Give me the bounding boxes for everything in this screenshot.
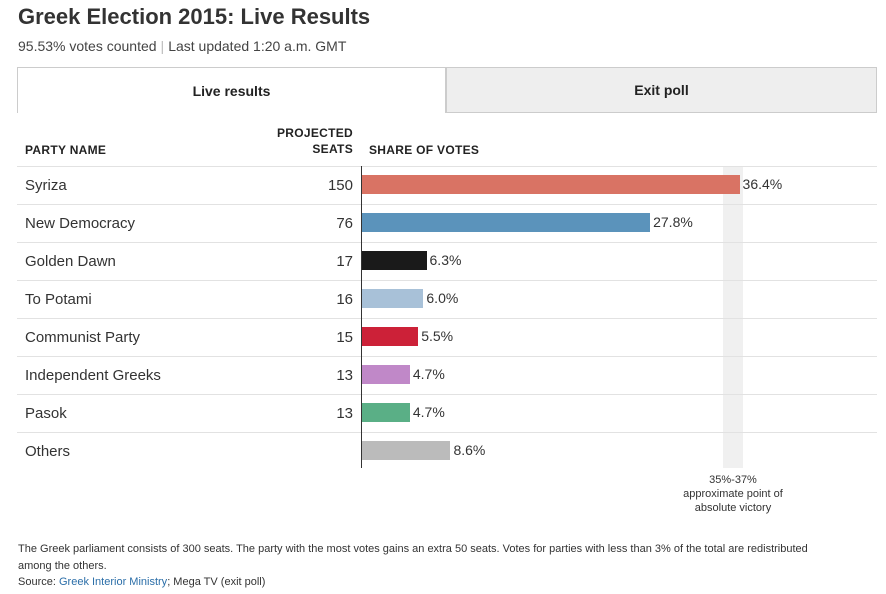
party-name: Others bbox=[25, 443, 71, 460]
vote-share-label: 6.3% bbox=[429, 252, 462, 268]
vote-share-bar bbox=[361, 289, 424, 308]
page-title: Greek Election 2015: Live Results bbox=[18, 4, 371, 29]
tab-exit-poll[interactable]: Exit poll bbox=[446, 67, 877, 113]
vote-share-bar bbox=[361, 365, 410, 384]
last-updated: Last updated 1:20 a.m. GMT bbox=[168, 38, 347, 54]
source-prefix: Source: bbox=[18, 576, 56, 588]
votes-counted: 95.53% votes counted bbox=[18, 38, 157, 54]
chart-axis bbox=[361, 166, 362, 468]
party-name: New Democracy bbox=[25, 215, 136, 232]
column-header-seats-line1: PROJECTED bbox=[276, 126, 353, 140]
projected-seats: 16 bbox=[336, 291, 353, 308]
vote-share-label: 27.8% bbox=[653, 214, 693, 230]
victory-text-1: approximate point of bbox=[683, 488, 783, 500]
subtitle: 95.53% votes counted | Last updated 1:20 a… bbox=[18, 38, 346, 54]
vote-share-bar bbox=[361, 213, 651, 232]
column-header-party: PARTY NAME bbox=[25, 143, 107, 157]
vote-share-label: 8.6% bbox=[453, 442, 486, 458]
subtitle-separator: | bbox=[160, 38, 165, 54]
vote-share-bar bbox=[361, 251, 427, 270]
projected-seats: 76 bbox=[336, 215, 353, 232]
table-row: Pasok 13 bbox=[17, 394, 877, 432]
column-header-seats-line2: SEATS bbox=[312, 142, 353, 156]
vote-share-bar bbox=[361, 175, 740, 194]
vote-share-bar bbox=[361, 327, 419, 346]
party-name: Syriza bbox=[25, 177, 67, 194]
source-rest: ; Mega TV (exit poll) bbox=[167, 576, 266, 588]
party-name: Golden Dawn bbox=[25, 253, 116, 270]
table-row: New Democracy 76 bbox=[17, 204, 877, 242]
victory-text-2: absolute victory bbox=[694, 502, 772, 514]
victory-band bbox=[723, 166, 743, 468]
source-line: Source: Greek Interior Ministry; Mega TV… bbox=[18, 576, 265, 588]
vote-share-label: 6.0% bbox=[426, 290, 459, 306]
projected-seats: 13 bbox=[336, 405, 353, 422]
column-header-share: SHARE OF VOTES bbox=[369, 143, 480, 157]
party-name: Communist Party bbox=[25, 329, 141, 346]
column-header-seats: PROJECTED SEATS bbox=[270, 125, 353, 157]
table-row: Others bbox=[17, 432, 877, 470]
victory-annotation: 35%-37% approximate point of absolute vi… bbox=[668, 473, 798, 515]
vote-share-bar bbox=[361, 441, 451, 460]
table-row: Golden Dawn 17 bbox=[17, 242, 877, 280]
party-name: To Potami bbox=[25, 291, 92, 308]
vote-share-label: 4.7% bbox=[412, 404, 445, 420]
table-row: Independent Greeks 13 bbox=[17, 356, 877, 394]
tab-bar: Live results Exit poll bbox=[17, 67, 877, 114]
party-name: Pasok bbox=[25, 405, 67, 422]
source-link[interactable]: Greek Interior Ministry bbox=[58, 576, 168, 588]
party-name: Independent Greeks bbox=[25, 367, 161, 384]
footnote: The Greek parliament consists of 300 sea… bbox=[18, 543, 808, 572]
vote-share-label: 5.5% bbox=[421, 328, 454, 344]
table-row: Communist Party 15 bbox=[17, 318, 877, 356]
vote-share-bar bbox=[361, 403, 410, 422]
projected-seats: 15 bbox=[336, 329, 353, 346]
table-row: To Potami 16 bbox=[17, 280, 877, 318]
projected-seats: 13 bbox=[336, 367, 353, 384]
vote-share-label: 36.4% bbox=[742, 176, 783, 192]
tab-live-results[interactable]: Live results bbox=[17, 67, 446, 113]
projected-seats: 150 bbox=[327, 177, 353, 194]
vote-share-label: 4.7% bbox=[412, 366, 445, 382]
table-row: Syriza 150 bbox=[17, 166, 877, 204]
victory-range: 35%-37% bbox=[709, 474, 757, 486]
projected-seats: 17 bbox=[336, 253, 353, 270]
